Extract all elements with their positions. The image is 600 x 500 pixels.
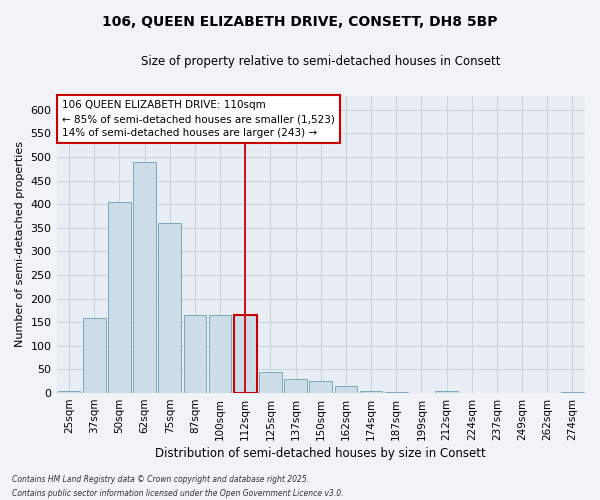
Bar xyxy=(385,392,407,393)
Text: 106, QUEEN ELIZABETH DRIVE, CONSETT, DH8 5BP: 106, QUEEN ELIZABETH DRIVE, CONSETT, DH8… xyxy=(102,15,498,29)
Bar xyxy=(158,223,181,393)
Bar xyxy=(561,392,584,393)
Title: Size of property relative to semi-detached houses in Consett: Size of property relative to semi-detach… xyxy=(141,55,500,68)
Bar xyxy=(58,390,80,393)
Bar xyxy=(335,386,357,393)
Bar xyxy=(234,315,257,393)
Bar xyxy=(209,315,232,393)
Y-axis label: Number of semi-detached properties: Number of semi-detached properties xyxy=(15,142,25,348)
Bar xyxy=(184,315,206,393)
Bar xyxy=(310,382,332,393)
Text: Contains HM Land Registry data © Crown copyright and database right 2025.
Contai: Contains HM Land Registry data © Crown c… xyxy=(12,476,343,498)
Text: 106 QUEEN ELIZABETH DRIVE: 110sqm
← 85% of semi-detached houses are smaller (1,5: 106 QUEEN ELIZABETH DRIVE: 110sqm ← 85% … xyxy=(62,100,335,138)
Bar xyxy=(83,318,106,393)
Bar xyxy=(108,202,131,393)
Bar xyxy=(284,379,307,393)
X-axis label: Distribution of semi-detached houses by size in Consett: Distribution of semi-detached houses by … xyxy=(155,447,486,460)
Bar xyxy=(133,162,156,393)
Bar xyxy=(360,390,382,393)
Bar xyxy=(435,390,458,393)
Bar xyxy=(259,372,282,393)
